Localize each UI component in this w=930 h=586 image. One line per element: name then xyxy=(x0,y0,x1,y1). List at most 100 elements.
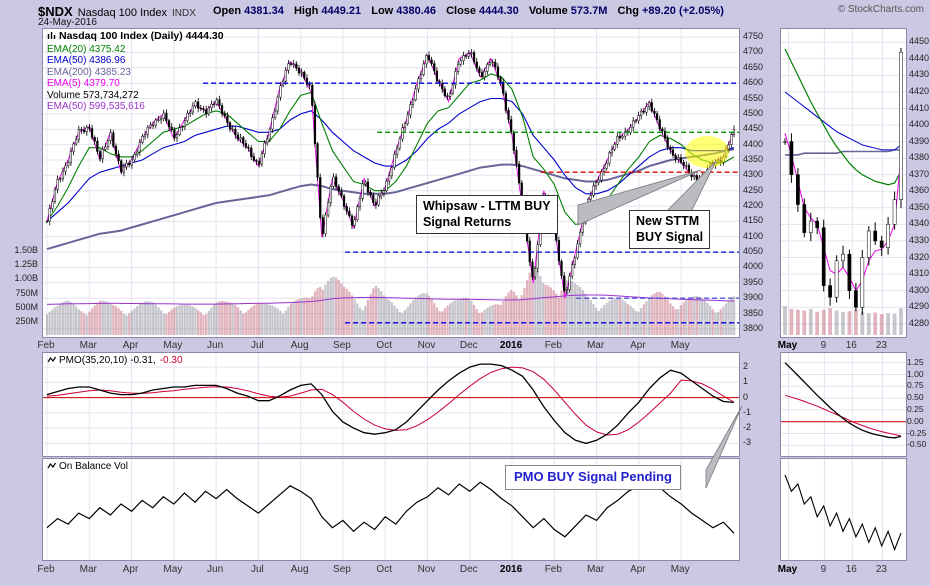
quote-value: 4449.21 xyxy=(321,5,362,17)
y-axis-label: 4450 xyxy=(743,123,764,134)
y-axis-label: 4050 xyxy=(743,246,764,257)
y-axis-label: 4250 xyxy=(743,184,764,195)
y-axis-label: 4380 xyxy=(909,152,930,163)
quote-value: 4381.34 xyxy=(244,5,284,17)
grid-lines xyxy=(788,459,883,560)
pmo-legend-label: PMO(35,20,10) -0.31, xyxy=(59,355,156,366)
quote-label: Open xyxy=(213,5,242,17)
quote-value: 4444.30 xyxy=(479,5,519,17)
x-axis-label: Aug xyxy=(290,564,309,575)
x-axis-label: May xyxy=(670,340,690,351)
quote-line: Open 4381.34 High 4449.21 Low 4380.46 Close… xyxy=(213,5,724,17)
legend-item: EMA(50) 599,535,616 xyxy=(47,101,145,112)
y-axis-label: 1.50B xyxy=(14,245,38,255)
y-axis-label: 250M xyxy=(15,315,38,326)
obv-chart xyxy=(46,459,735,560)
legend-item: EMA(5) 4379.70 xyxy=(47,78,120,89)
x-axis-label: Apr xyxy=(630,564,646,575)
candlestick-icon xyxy=(47,31,56,44)
y-axis-label: -0.50 xyxy=(907,439,927,450)
y-axis-label: 4650 xyxy=(743,61,764,72)
x-axis-label: Mar xyxy=(79,564,97,575)
obv-legend: On Balance Vol xyxy=(47,461,128,474)
x-axis-label: Oct xyxy=(376,340,392,351)
price-legend: Nasdaq 100 Index (Daily) 4444.30 EMA(20)… xyxy=(47,30,224,113)
x-axis-label: Jul xyxy=(250,340,264,351)
volume-ema-line xyxy=(46,294,735,305)
x-axis-label: Dec xyxy=(459,564,478,575)
x-axis-label: Apr xyxy=(122,564,139,575)
pmo-chart xyxy=(43,353,739,456)
mini-pmo-signal-line xyxy=(784,394,902,437)
y-axis-label: 4400 xyxy=(743,138,764,149)
y-axis-label: 4400 xyxy=(909,119,930,130)
y-axis-label: 4550 xyxy=(743,92,764,103)
volume-bars xyxy=(783,306,903,335)
y-axis-label: 0 xyxy=(743,391,749,402)
price-legend-title: Nasdaq 100 Index (Daily) 4444.30 xyxy=(59,30,224,42)
y-axis-label: 4150 xyxy=(743,215,764,226)
mini-price-y-axis: 4450 4440 4430 4420 4410 4400 4390 4380 4370 4360… xyxy=(909,28,930,340)
x-axis-label: Mar xyxy=(586,340,605,351)
y-axis-label: -3 xyxy=(743,437,752,448)
y-axis-label: 2 xyxy=(743,361,749,372)
quote-label: Close xyxy=(446,5,477,17)
y-axis-label: 0.75 xyxy=(907,380,924,391)
callout-text: Whipsaw - LTTM BUY xyxy=(423,199,551,213)
quote-label: Chg xyxy=(617,5,639,17)
y-axis-label: -1 xyxy=(743,406,752,417)
callout-text: Signal Returns xyxy=(423,215,512,230)
pmo-panel xyxy=(42,352,740,457)
y-axis-label: 4500 xyxy=(743,107,764,118)
line-chart-icon xyxy=(47,461,57,474)
x-axis-label: Nov xyxy=(417,340,436,351)
pmo-line xyxy=(46,363,735,445)
quote-value: +89.20 (+2.05%) xyxy=(641,5,724,17)
mini-ema200-line xyxy=(785,149,901,156)
mini-obv-panel xyxy=(780,458,907,561)
quote-value: 4380.46 xyxy=(396,5,436,17)
y-axis-label: 4000 xyxy=(743,261,764,272)
copyright: © StockCharts.com xyxy=(837,4,924,15)
mini-obv-line xyxy=(784,474,902,552)
price-legend-title-row: Nasdaq 100 Index (Daily) 4444.30 xyxy=(47,30,224,44)
x-axis-label: Feb xyxy=(544,340,562,351)
mini-ema20-line xyxy=(784,48,902,186)
y-axis-label: 4700 xyxy=(743,46,764,57)
symbol: $NDX xyxy=(38,4,73,19)
x-axis-label: 16 xyxy=(845,340,857,351)
x-axis-label: 23 xyxy=(875,340,887,351)
legend-item: EMA(50) 4386.96 xyxy=(47,55,126,66)
pmo-legend: PMO(35,20,10) -0.31, -0.30 xyxy=(47,355,183,368)
mini-pmo-panel xyxy=(780,352,907,457)
volume-bars xyxy=(45,265,736,335)
y-axis-label: 4450 xyxy=(909,36,930,47)
y-axis-label: 4320 xyxy=(909,251,930,262)
sttm-callout: New STTM BUY Signal xyxy=(629,210,711,249)
x-axis-label: Mar xyxy=(79,340,97,351)
price-y-axis: 4750 4700 4650 4600 4550 4500 4450 4400 4350 4300… xyxy=(743,28,779,340)
y-axis-label: 4100 xyxy=(743,230,764,241)
callout-text: New STTM xyxy=(636,214,700,228)
x-axis-label: Feb xyxy=(37,564,55,575)
y-axis-label: 0.00 xyxy=(907,415,924,426)
x-axis-label: Apr xyxy=(122,340,139,351)
x-axis-label: 23 xyxy=(875,564,887,575)
x-axis-label: Feb xyxy=(544,564,562,575)
grid-lines xyxy=(781,353,906,456)
legend-item: Volume 573,734,272 xyxy=(47,89,139,101)
y-axis-label: 500M xyxy=(15,301,38,312)
pmo-signal-value: -0.30 xyxy=(159,355,183,366)
callout-text: BUY Signal xyxy=(636,230,704,245)
y-axis-label: 750M xyxy=(15,287,38,298)
y-axis-label: 4300 xyxy=(909,284,930,295)
x-axis-label: Jul xyxy=(250,564,264,575)
x-axis-label: Sep xyxy=(333,340,351,351)
y-axis-label: 4360 xyxy=(909,185,930,196)
x-axis-label: Mar xyxy=(586,564,605,575)
quote-label: Low xyxy=(371,5,394,17)
y-axis-label: 4290 xyxy=(909,301,930,312)
mini-price-x-axis: May 9 16 23 xyxy=(778,340,908,352)
line-chart-icon xyxy=(47,355,57,368)
